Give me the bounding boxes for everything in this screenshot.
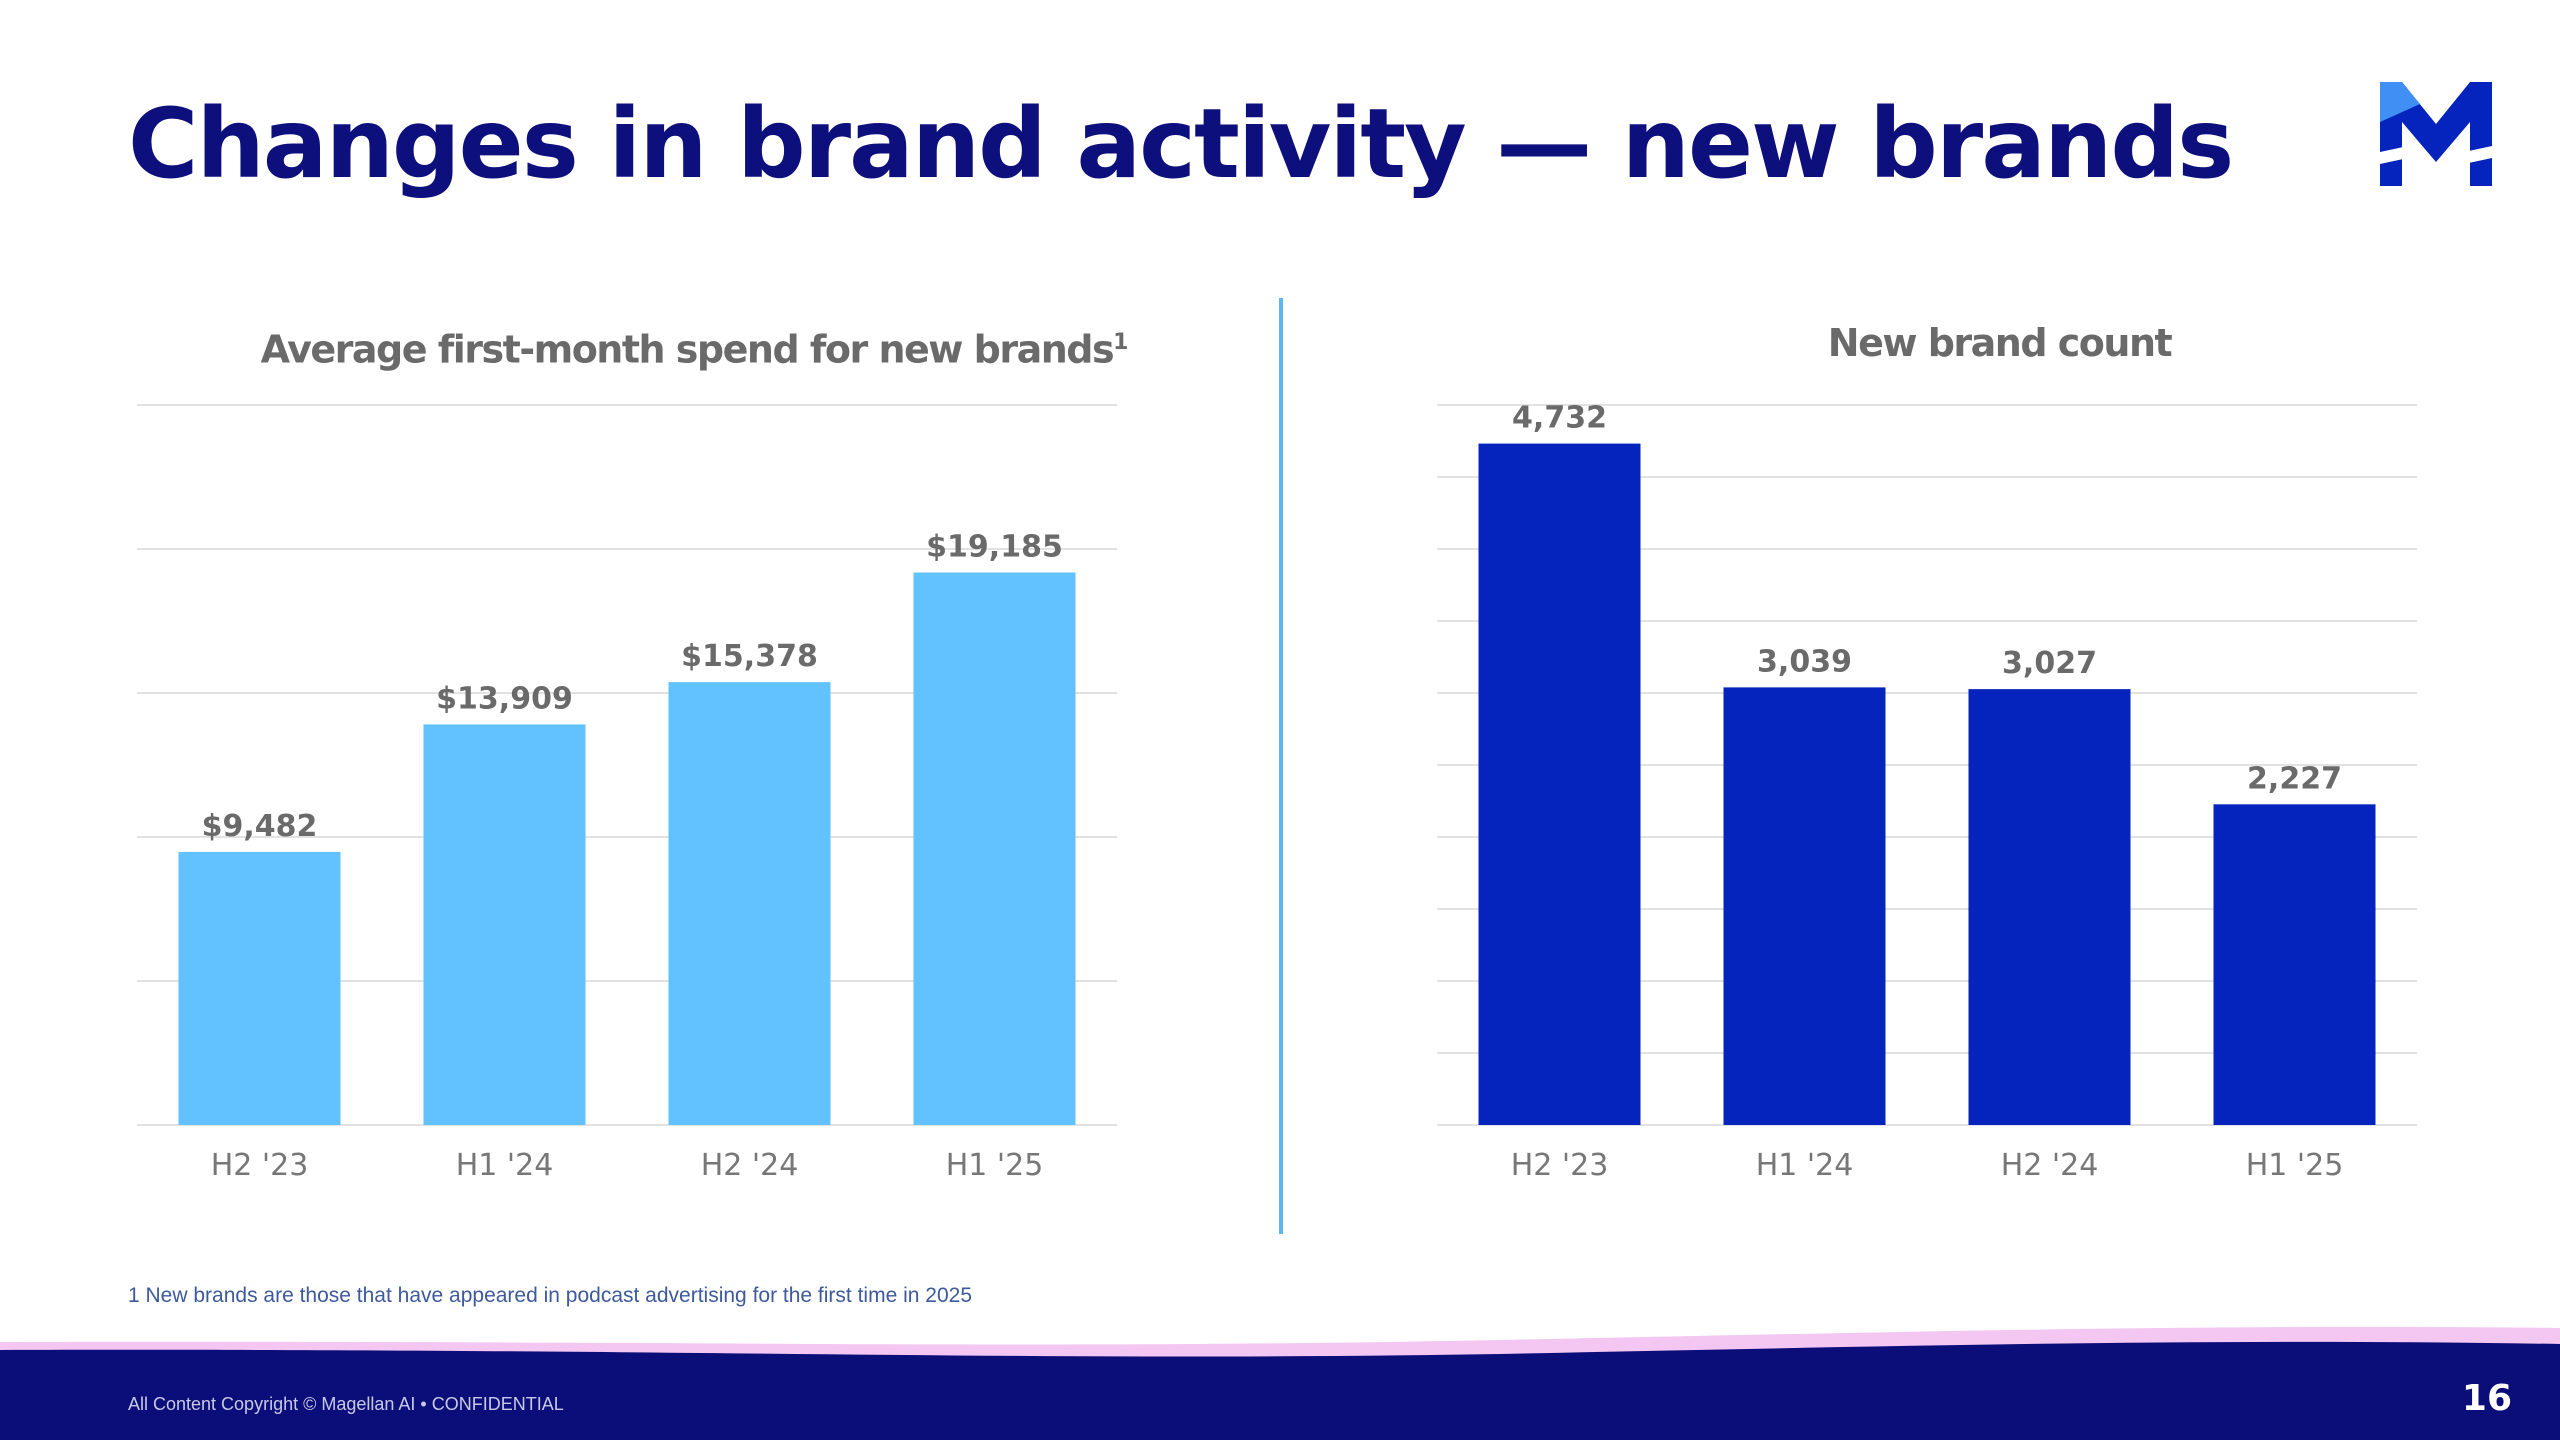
right-chart-category-label: H1 '25 <box>2246 1148 2344 1183</box>
chart-divider <box>1279 298 1283 1234</box>
left-chart-title: Average first-month spend for new brands… <box>137 318 1252 372</box>
right-chart-category-label: H1 '24 <box>1756 1148 1854 1183</box>
right-chart-value-label: 4,732 <box>1512 401 1607 436</box>
right-chart-value-label: 2,227 <box>2247 761 2342 796</box>
right-bar-chart: 4,732 H2 '23 3,039 H1 '24 3,027 H2 '24 2,227 H1… <box>1437 401 2417 1183</box>
left-chart-category-label: H2 '23 <box>211 1148 309 1183</box>
magellan-logo-icon <box>2380 82 2492 186</box>
right-chart-title: New brand count <box>1827 321 2173 365</box>
page-number: 16 <box>2461 1378 2512 1419</box>
copyright-text: All Content Copyright © Magellan AI • CO… <box>128 1394 564 1414</box>
left-chart-category-label: H1 '24 <box>456 1148 554 1183</box>
right-chart-bar <box>2213 804 2376 1125</box>
left-chart-category-label: H2 '24 <box>701 1148 799 1183</box>
left-bar-chart: $9,482 H2 '23 $13,909 H1 '24 $15,378 H2 '24 $1… <box>137 404 1117 1183</box>
footnote-marker: 1 <box>1113 330 1129 355</box>
right-chart-category-label: H2 '24 <box>2001 1148 2099 1183</box>
left-chart-value-label: $19,185 <box>926 529 1063 564</box>
right-chart-value-label: 3,027 <box>2002 646 2097 681</box>
slide-title: Changes in brand activity — new brands <box>128 88 2234 200</box>
left-chart-value-label: $15,378 <box>681 639 818 674</box>
right-chart-bar <box>1968 689 2131 1125</box>
right-chart-bar <box>1478 443 1641 1125</box>
left-chart-title-text: Average first-month spend for new brands <box>260 327 1115 372</box>
right-chart-category-label: H2 '23 <box>1511 1148 1609 1183</box>
left-chart-bar <box>178 851 341 1125</box>
left-chart-bar <box>913 572 1076 1125</box>
footer-band <box>0 1326 2560 1440</box>
left-chart-value-label: $9,482 <box>202 809 318 844</box>
left-chart-value-label: $13,909 <box>436 681 573 716</box>
footnote: 1 New brands are those that have appeare… <box>128 1284 972 1307</box>
left-chart-bar <box>668 682 831 1125</box>
left-chart-category-label: H1 '25 <box>946 1148 1044 1183</box>
left-chart-bar <box>423 724 586 1125</box>
right-chart-value-label: 3,039 <box>1757 644 1852 679</box>
right-chart-bar <box>1723 687 1886 1125</box>
